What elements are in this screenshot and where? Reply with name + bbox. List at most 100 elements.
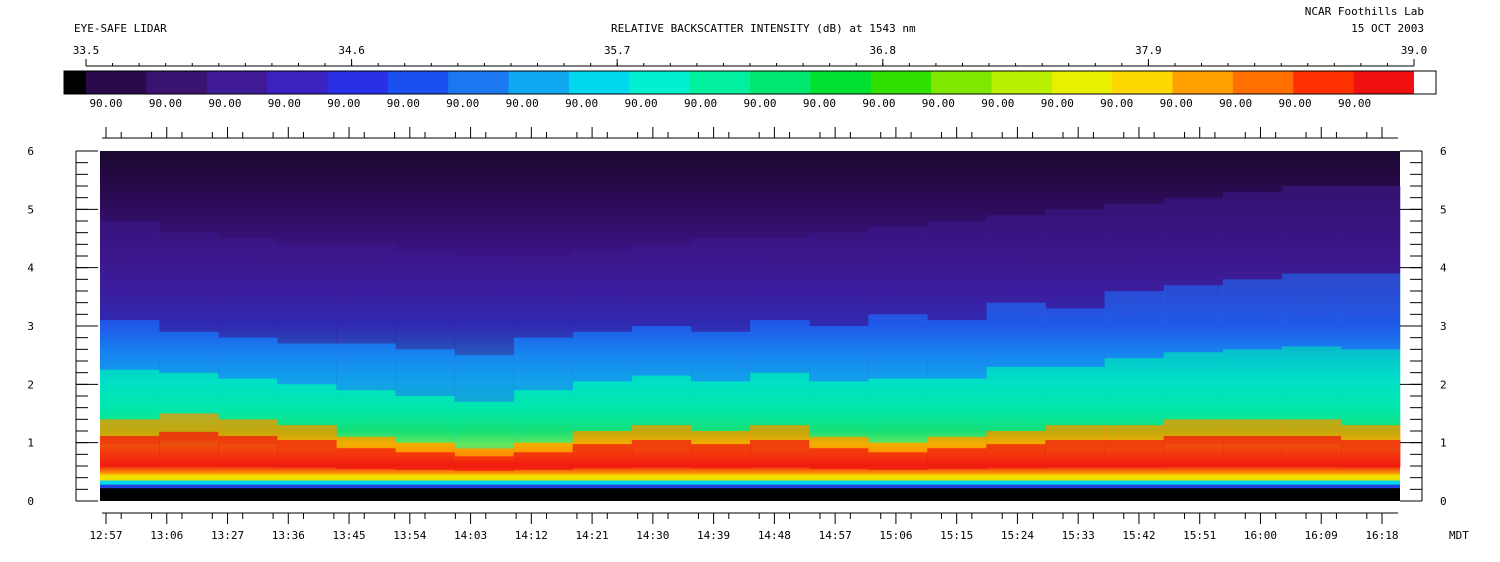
aerosol-lower-cell [1045,366,1106,426]
colorbar-segment [810,71,872,94]
y-tick-label: 6 [27,145,34,158]
diffuse-layer-cell [454,256,515,356]
x-tick-label: 14:48 [758,529,791,542]
colorbar-segment [870,71,932,94]
aerosol-lower-cell [1340,349,1401,426]
mixed-layer-core-cell [277,440,337,468]
colorbar-segment [387,71,449,94]
y-tick-label: 3 [1440,320,1447,333]
diffuse-layer-cell [277,244,337,344]
colorbar-segment [991,71,1053,94]
aerosol-upper-cell [1281,273,1342,347]
colorbar-sub-label: 90.00 [208,97,241,110]
colorbar-sub-label: 90.00 [506,97,539,110]
y-tick-label: 3 [27,320,34,333]
aerosol-upper-cell [395,349,456,396]
diffuse-layer-cell [631,244,692,326]
colorbar [63,70,1437,95]
y-tick-label: 1 [1440,437,1447,450]
aerosol-lower-cell [809,381,869,437]
colorbar-sub-label: 90.00 [268,97,301,110]
colorbar-segment [1172,71,1234,94]
x-tick-label: 16:18 [1365,529,1398,542]
mixed-layer-core-cell [750,440,810,468]
aerosol-lower-cell [631,375,692,426]
y-tick-label: 5 [1440,203,1447,216]
mixed-layer-core-cell [159,431,219,466]
aerosol-lower-cell [572,381,633,431]
aerosol-lower-cell [1222,349,1283,420]
mixed-layer-core-cell [631,440,692,468]
colorbar-sub-label: 90.00 [149,97,182,110]
diffuse-layer-cell [868,226,928,315]
diffuse-layer-cell [750,238,810,321]
x-tick-label: 15:06 [879,529,912,542]
colorbar-sub-label: 90.00 [625,97,658,110]
aerosol-upper-cell [1340,273,1401,350]
x-tick-label: 14:12 [515,529,548,542]
aerosol-lower-cell [218,378,278,420]
aerosol-upper-cell [809,326,869,382]
aerosol-upper-cell [100,320,160,370]
aerosol-upper-cell [572,331,633,382]
colorbar-segment [568,71,630,94]
colorbar-segment [629,71,691,94]
colorbar-axis: 33.5 34.6 35.7 36.8 37.9 39.0 90.00 90.00 90.00 9… [73,44,1428,110]
colorbar-sub-label: 90.00 [1041,97,1074,110]
colorbar-sub-label: 90.00 [89,97,122,110]
y-tick-label: 2 [1440,378,1447,391]
mixed-layer-core-cell [513,452,574,470]
colorbar-tick-label: 37.9 [1135,44,1162,57]
aerosol-lower-cell [986,366,1046,431]
colorbar-sub-label: 90.00 [1338,97,1371,110]
x-tick-label: 15:15 [940,529,973,542]
colorbar-frame [63,70,1437,95]
date-label: 15 OCT 2003 [1351,22,1424,35]
colorbar-sub-label: 90.00 [1279,97,1312,110]
colorbar-sub-label: 90.00 [1100,97,1133,110]
x-tick-label: 14:39 [697,529,730,542]
aerosol-lower-cell [100,369,160,420]
x-tick-label: 16:09 [1305,529,1338,542]
y-tick-label: 5 [27,203,34,216]
surface-band-black [100,488,1400,501]
x-tick-label: 16:00 [1244,529,1277,542]
mixed-layer-core-cell [1163,435,1224,467]
aerosol-upper-cell [513,337,574,391]
diffuse-layer-cell [1281,186,1342,274]
aerosol-upper-cell [868,314,928,379]
colorbar-sub-label: 90.00 [684,97,717,110]
aerosol-lower-cell [690,381,751,431]
x-tick-label: 13:36 [272,529,305,542]
mixed-layer-core-cell [809,448,869,470]
colorbar-over [1414,71,1436,94]
aerosol-upper-cell [1104,291,1165,359]
aerosol-upper-cell [159,331,219,373]
aerosol-lower-cell [159,372,219,414]
mixed-layer-core-cell [690,444,751,469]
diffuse-layer-cell [1104,203,1165,291]
diffuse-layer-cell [218,238,278,338]
mixed-layer-core-cell [1104,440,1165,468]
aerosol-upper-cell [750,320,810,373]
aerosol-upper-cell [277,343,337,385]
aerosol-lower-cell [454,401,515,449]
colorbar-segment [689,71,751,94]
aerosol-lower-cell [1281,346,1342,420]
aerosol-upper-cell [1045,308,1106,367]
colorbar-sub-label: 90.00 [1219,97,1252,110]
colorbar-sub-label: 90.00 [387,97,420,110]
x-tick-label: 12:57 [89,529,122,542]
colorbar-sub-label: 90.00 [922,97,955,110]
colorbar-segment [206,71,268,94]
diffuse-layer-cell [395,250,456,350]
y-tick-label: 4 [1440,262,1447,275]
colorbar-segment [1353,71,1415,94]
colorbar-segment [146,71,208,94]
colorbar-tick-label: 39.0 [1401,44,1428,57]
colorbar-segment [86,71,147,94]
aerosol-upper-cell [218,337,278,379]
chart-title: RELATIVE BACKSCATTER INTENSITY (dB) at 1… [611,22,916,35]
diffuse-layer-cell [513,256,574,338]
colorbar-segment [448,71,510,94]
